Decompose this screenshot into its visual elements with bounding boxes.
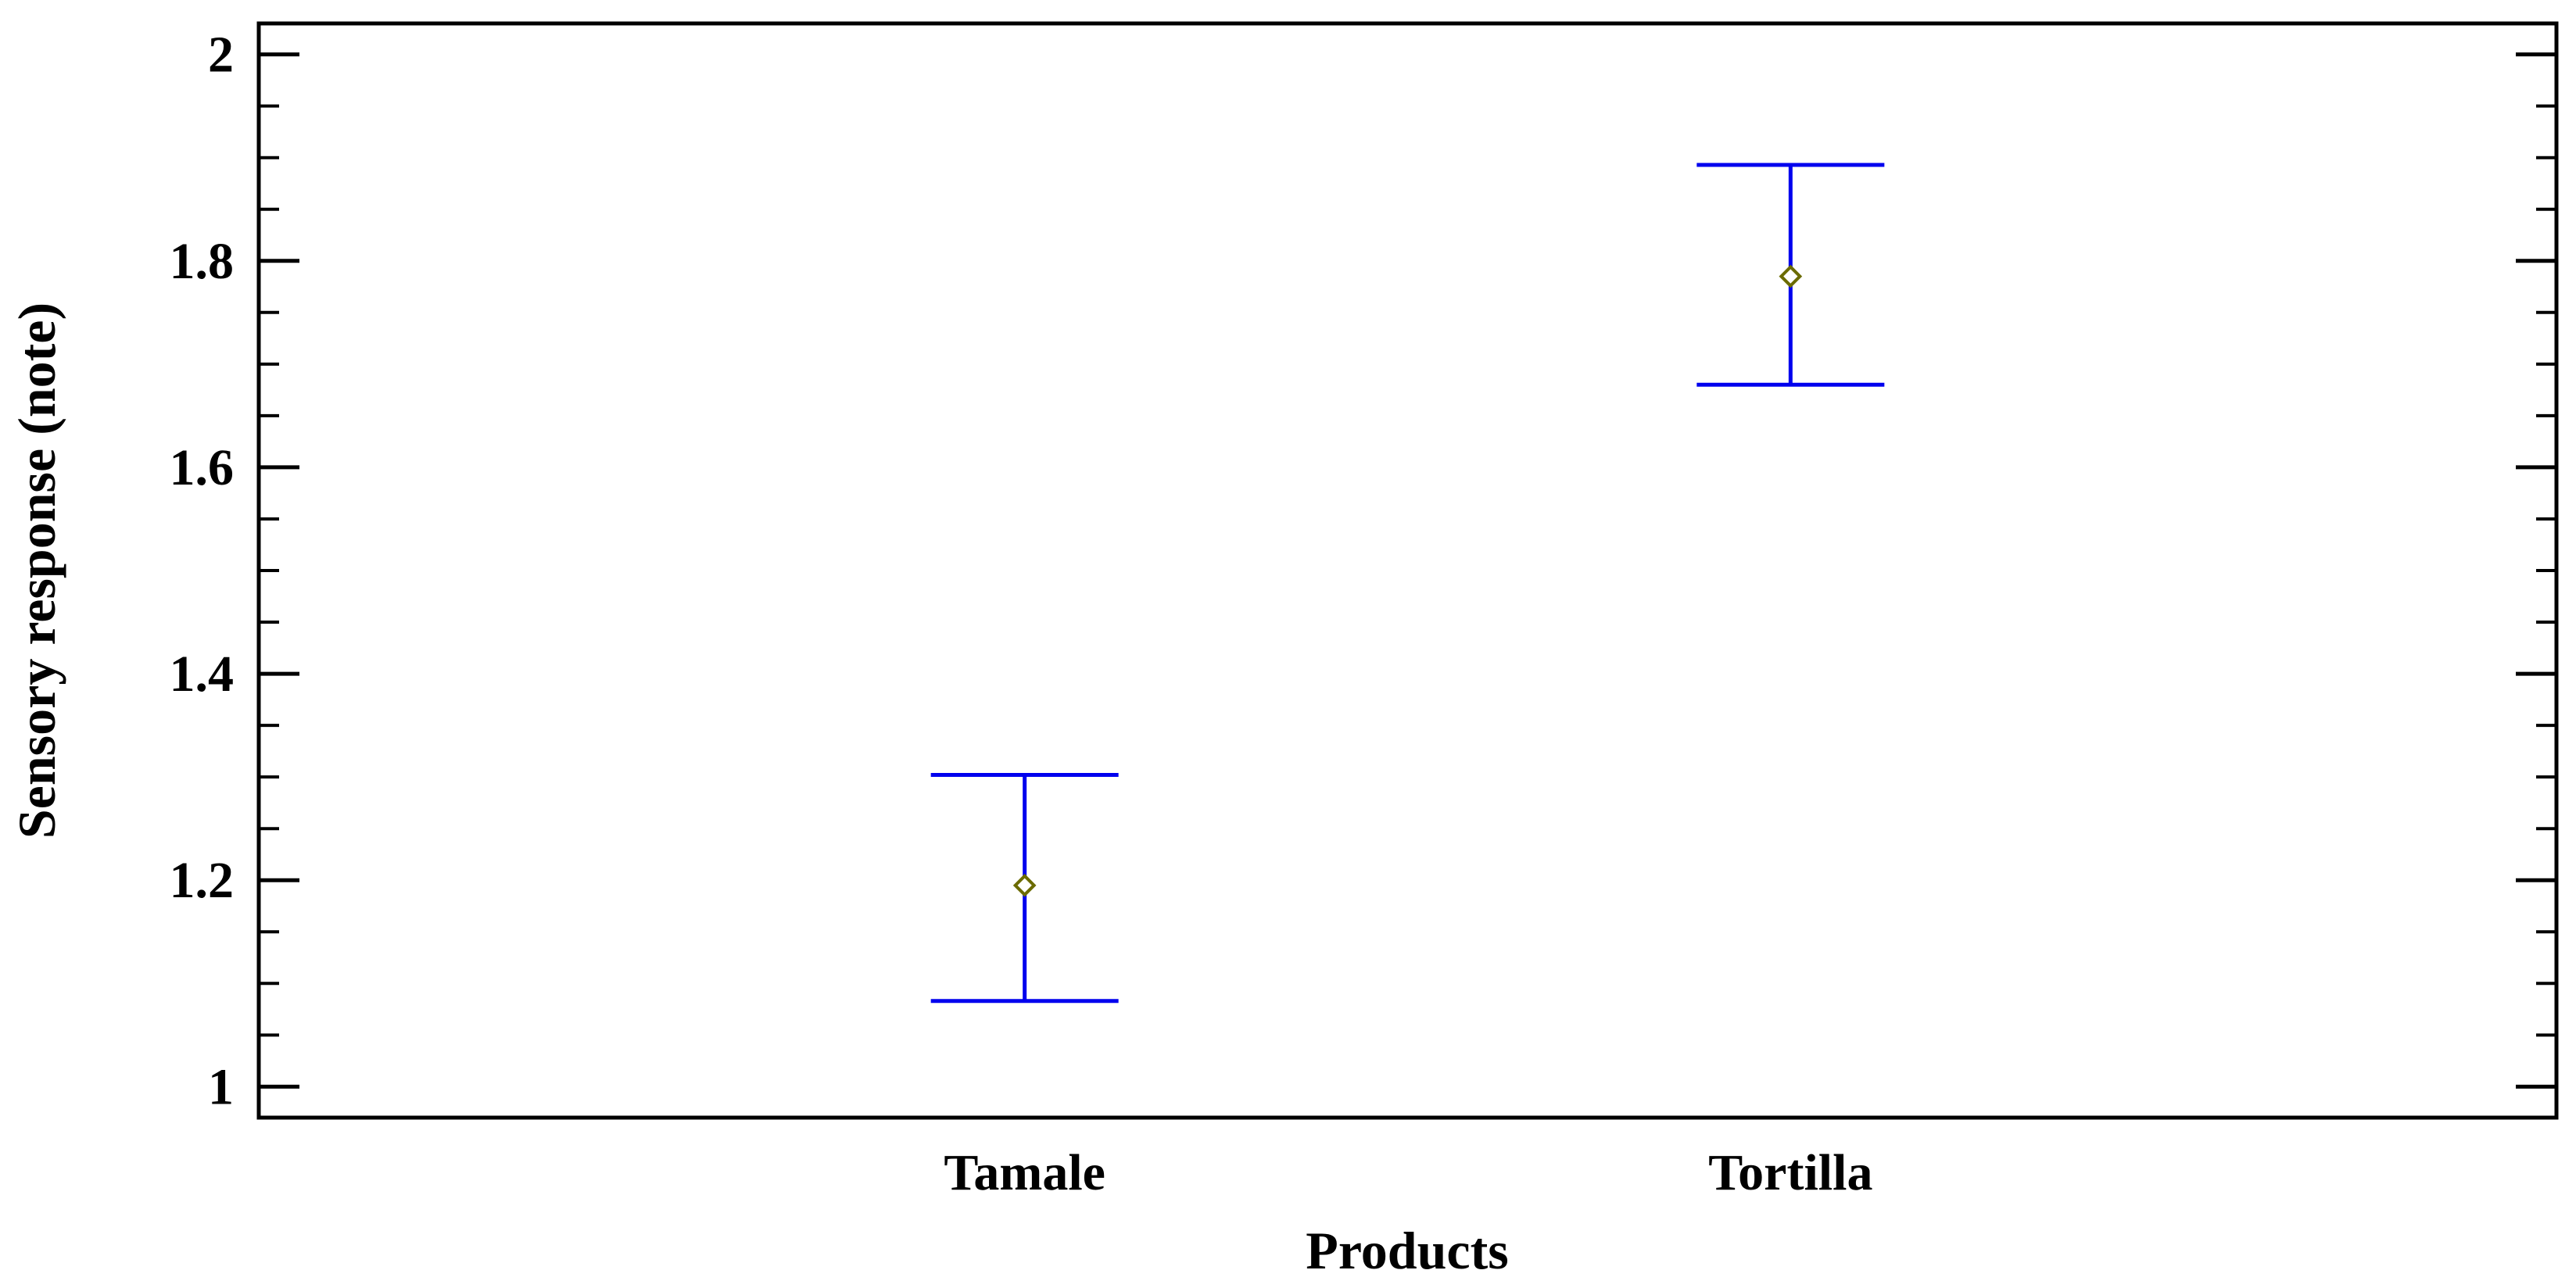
y-tick-label: 1.4 (170, 646, 235, 703)
x-tick-label: Tamale (944, 1144, 1105, 1201)
y-tick-label: 1.8 (170, 233, 235, 290)
y-tick-label: 1 (208, 1058, 234, 1115)
x-axis-title: Products (1306, 1221, 1508, 1280)
plot-frame (256, 21, 2559, 1120)
y-tick-label: 1.6 (170, 439, 235, 496)
y-axis-title: Sensory response (note) (7, 302, 66, 839)
y-axis-ticks (259, 52, 2556, 1089)
x-tick-labels: Tamale Tortilla (944, 1144, 1872, 1201)
y-tick-label: 1.2 (170, 852, 235, 909)
y-tick-label: 2 (208, 27, 234, 84)
mean-marker (1012, 874, 1037, 897)
y-tick-labels: 1 1.2 1.4 1.6 1.8 2 (170, 27, 235, 1116)
error-bars (930, 163, 1885, 1004)
x-tick-label: Tortilla (1708, 1144, 1872, 1201)
mean-marker (1779, 264, 1803, 288)
